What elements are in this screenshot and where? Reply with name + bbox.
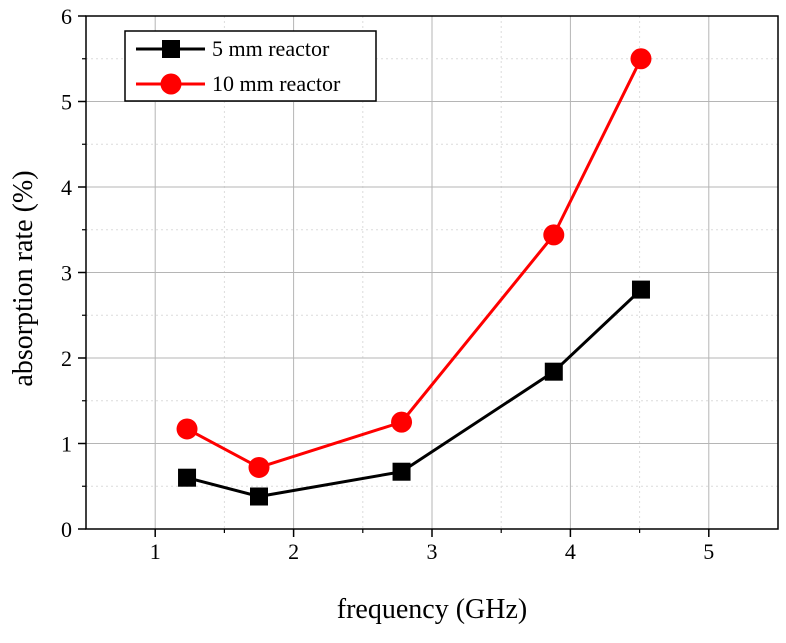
y-tick-label: 3	[61, 261, 72, 286]
x-tick-label: 5	[703, 539, 714, 564]
y-tick-label: 5	[61, 90, 72, 115]
y-tick-label: 0	[61, 517, 72, 542]
x-tick-label: 4	[565, 539, 576, 564]
data-point	[248, 456, 270, 478]
legend: 5 mm reactor 10 mm reactor	[124, 30, 377, 102]
y-tick-label: 1	[61, 432, 72, 457]
legend-items: 5 mm reactor 10 mm reactor	[136, 36, 341, 96]
legend-label: 5 mm reactor	[212, 36, 330, 61]
legend-item-2: 10 mm reactor	[136, 71, 341, 96]
legend-marker	[162, 40, 180, 58]
y-axis-title: absorption rate (%)	[8, 170, 39, 386]
data-point	[178, 468, 197, 487]
legend-marker	[160, 73, 182, 95]
series-1	[178, 280, 650, 506]
legend-item-1: 5 mm reactor	[136, 36, 330, 61]
data-point	[250, 487, 268, 506]
y-tick-label: 4	[61, 175, 72, 200]
y-tick-label: 6	[61, 4, 72, 29]
series-line	[186, 58, 643, 469]
ticks: 1 2 3 4 5 0 1 2 3 4 5 6	[61, 4, 714, 564]
data-point	[543, 224, 565, 246]
legend-label: 10 mm reactor	[212, 71, 341, 96]
x-tick-label: 3	[427, 539, 438, 564]
series	[176, 48, 652, 506]
x-tick-label: 2	[288, 539, 299, 564]
data-point	[176, 418, 198, 440]
data-point	[631, 280, 650, 299]
data-point	[544, 362, 563, 381]
series-2	[176, 48, 652, 478]
data-point	[630, 48, 652, 70]
x-tick-label: 1	[150, 539, 161, 564]
data-point	[391, 411, 413, 433]
y-tick-label: 2	[61, 346, 72, 371]
data-point	[392, 462, 411, 481]
x-axis-title: frequency (GHz)	[337, 594, 527, 625]
grid	[86, 16, 778, 529]
